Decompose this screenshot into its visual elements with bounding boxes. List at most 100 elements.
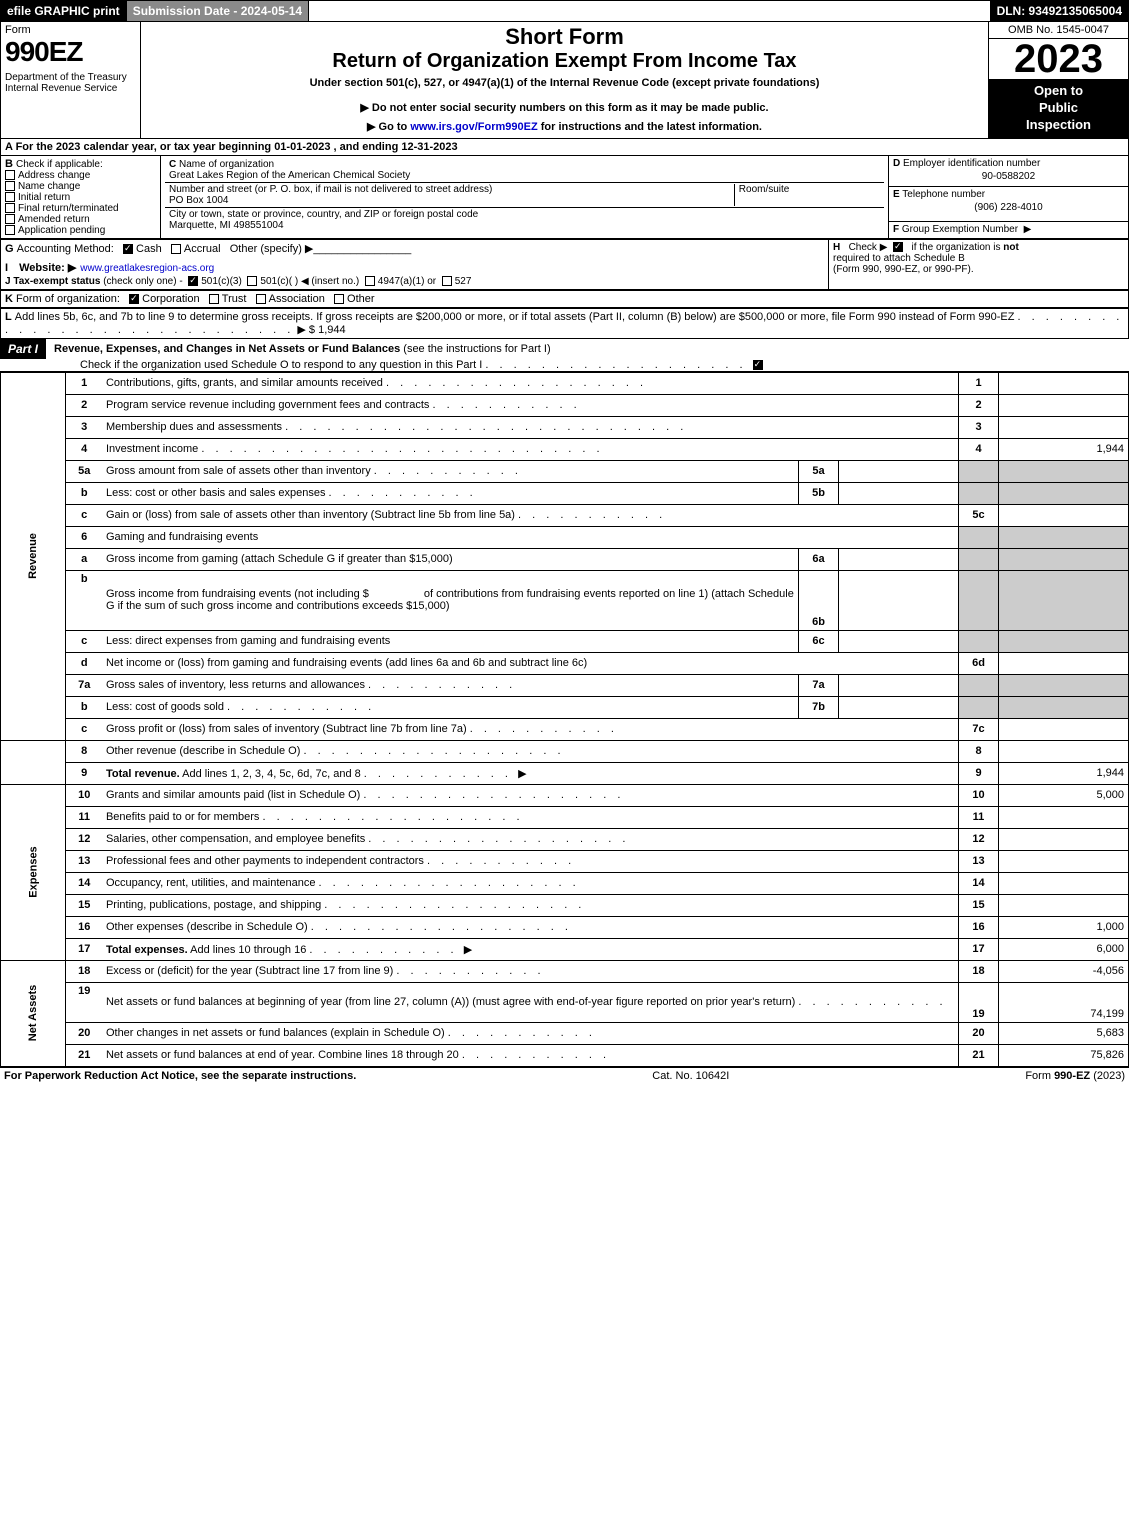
line-4: 4 Investment income . . . . . . . . . . … [1, 438, 1129, 460]
section-j: J Tax-exempt status (check only one) - 5… [5, 276, 824, 287]
line-11: 11 Benefits paid to or for members . . .… [1, 806, 1129, 828]
checkbox-icon[interactable] [5, 181, 15, 191]
dept-label: Department of the Treasury [5, 72, 136, 83]
line-20: 20 Other changes in net assets or fund b… [1, 1022, 1129, 1044]
org-name: Great Lakes Region of the American Chemi… [169, 170, 410, 181]
website-link[interactable]: www.greatlakesregion-acs.org [80, 263, 214, 274]
line-19-value: 74,199 [999, 982, 1129, 1022]
form-number: 990EZ [5, 36, 136, 68]
checkbox-checked-icon[interactable] [123, 244, 133, 254]
line-10-value: 5,000 [999, 784, 1129, 806]
checkbox-icon[interactable] [334, 294, 344, 304]
checkbox-icon[interactable] [247, 276, 257, 286]
title-short-form: Short Form [145, 24, 984, 50]
line-2: 2 Program service revenue including gove… [1, 394, 1129, 416]
year-open-cell: 2023 Open to Public Inspection [989, 39, 1129, 139]
line-7a: 7a Gross sales of inventory, less return… [1, 674, 1129, 696]
line-18-value: -4,056 [999, 960, 1129, 982]
line-12: 12 Salaries, other compensation, and emp… [1, 828, 1129, 850]
part1-label: Part I [0, 339, 46, 359]
line-8: 8 Other revenue (describe in Schedule O)… [1, 740, 1129, 762]
netassets-vert-label: Net Assets [27, 985, 39, 1041]
line-20-value: 5,683 [999, 1022, 1129, 1044]
line-5b: b Less: cost or other basis and sales ex… [1, 482, 1129, 504]
irs-form-link[interactable]: www.irs.gov/Form990EZ [410, 121, 537, 133]
line-16-value: 1,000 [999, 916, 1129, 938]
line-1: Revenue 1 Contributions, gifts, grants, … [1, 372, 1129, 394]
line-6c-value [839, 630, 959, 652]
checkbox-checked-icon[interactable] [893, 242, 903, 252]
line-7c: c Gross profit or (loss) from sales of i… [1, 718, 1129, 740]
submission-date-label: Submission Date - 2024-05-14 [127, 1, 309, 21]
line-7b-value [839, 696, 959, 718]
checkbox-icon[interactable] [256, 294, 266, 304]
checkbox-icon[interactable] [5, 170, 15, 180]
section-k: K Form of organization: Corporation Trus… [1, 290, 1129, 307]
line-14-value [999, 872, 1129, 894]
line-3: 3 Membership dues and assessments . . . … [1, 416, 1129, 438]
section-h: H Check ▶ if the organization is not req… [829, 239, 1129, 289]
line-18: Net Assets 18 Excess or (deficit) for th… [1, 960, 1129, 982]
section-f: F Group Exemption Number ▶ [889, 221, 1129, 238]
line-12-value [999, 828, 1129, 850]
line-17: 17 Total expenses. Add lines 10 through … [1, 938, 1129, 960]
efile-print-label: efile GRAPHIC print [1, 1, 127, 21]
gross-receipts-value: 1,944 [318, 324, 346, 336]
line-7c-value [999, 718, 1129, 740]
cb-name-change: Name change [5, 181, 156, 192]
ein-value: 90-0588202 [893, 169, 1124, 184]
checkbox-checked-icon[interactable] [188, 276, 198, 286]
line-6c: c Less: direct expenses from gaming and … [1, 630, 1129, 652]
line-4-value: 1,944 [999, 438, 1129, 460]
line-5a: 5a Gross amount from sale of assets othe… [1, 460, 1129, 482]
org-street: PO Box 1004 [169, 195, 228, 206]
line-6d: d Net income or (loss) from gaming and f… [1, 652, 1129, 674]
line-5a-value [839, 460, 959, 482]
line-1-value [999, 372, 1129, 394]
line-7b: b Less: cost of goods sold . . . . . . .… [1, 696, 1129, 718]
checkbox-icon[interactable] [5, 203, 15, 213]
part1-title: Revenue, Expenses, and Changes in Net As… [46, 343, 551, 355]
line-9: 9 Total revenue. Add lines 1, 2, 3, 4, 5… [1, 762, 1129, 784]
checkbox-icon[interactable] [171, 244, 181, 254]
irs-label: Internal Revenue Service [5, 83, 136, 94]
line-6a-value [839, 548, 959, 570]
line-7a-value [839, 674, 959, 696]
checkbox-checked-icon[interactable] [129, 294, 139, 304]
line-19: 19 Net assets or fund balances at beginn… [1, 982, 1129, 1022]
section-k-row: K Form of organization: Corporation Trus… [0, 290, 1129, 308]
checkbox-icon[interactable] [5, 214, 15, 224]
footer-catno: Cat. No. 10642I [652, 1070, 729, 1082]
section-a-period: A For the 2023 calendar year, or tax yea… [0, 139, 1129, 155]
revenue-vert-label: Revenue [27, 533, 39, 579]
part1-check-line: Check if the organization used Schedule … [0, 359, 1129, 371]
cb-application-pending: Application pending [5, 225, 156, 236]
line-6: 6 Gaming and fundraising events [1, 526, 1129, 548]
line-3-value [999, 416, 1129, 438]
cb-amended-return: Amended return [5, 214, 156, 225]
checkbox-icon[interactable] [5, 192, 15, 202]
checkbox-checked-icon[interactable] [753, 360, 763, 370]
line-15: 15 Printing, publications, postage, and … [1, 894, 1129, 916]
expenses-vert-label: Expenses [27, 846, 39, 897]
line-21: 21 Net assets or fund balances at end of… [1, 1044, 1129, 1066]
warning-goto: ▶ Go to www.irs.gov/Form990EZ for instru… [145, 120, 984, 133]
section-i: I Website: ▶ www.greatlakesregion-acs.or… [5, 261, 824, 274]
line-9-value: 1,944 [999, 762, 1129, 784]
line-14: 14 Occupancy, rent, utilities, and maint… [1, 872, 1129, 894]
checkbox-icon[interactable] [209, 294, 219, 304]
line-8-value [999, 740, 1129, 762]
form-word: Form [5, 24, 136, 36]
footer-left: For Paperwork Reduction Act Notice, see … [4, 1070, 356, 1082]
footer-form: Form 990-EZ (2023) [1025, 1070, 1125, 1082]
warning-ssn: ▶ Do not enter social security numbers o… [145, 101, 984, 114]
checkbox-icon[interactable] [442, 276, 452, 286]
checkbox-icon[interactable] [365, 276, 375, 286]
cb-address-change: Address change [5, 170, 156, 181]
form-header-table: Form 990EZ Department of the Treasury In… [0, 22, 1129, 139]
org-city: Marquette, MI 498551004 [169, 220, 284, 231]
subtitle-code: Under section 501(c), 527, or 4947(a)(1)… [145, 77, 984, 89]
line-21-value: 75,826 [999, 1044, 1129, 1066]
line-13-value [999, 850, 1129, 872]
checkbox-icon[interactable] [5, 225, 15, 235]
